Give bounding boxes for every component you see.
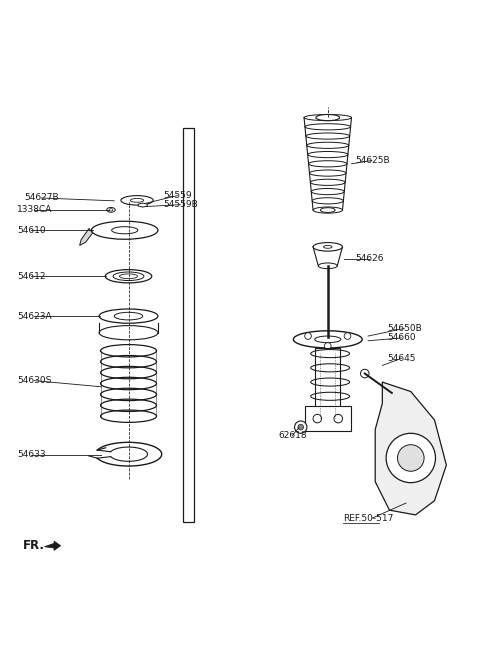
Ellipse shape	[324, 246, 332, 248]
Text: 54626: 54626	[355, 254, 384, 263]
Ellipse shape	[99, 326, 158, 340]
Circle shape	[298, 424, 303, 430]
Ellipse shape	[315, 336, 341, 343]
Polygon shape	[375, 382, 446, 515]
Circle shape	[388, 390, 395, 396]
Circle shape	[324, 343, 331, 349]
Ellipse shape	[105, 270, 152, 283]
Ellipse shape	[121, 196, 153, 205]
Text: FR.: FR.	[23, 539, 45, 552]
Polygon shape	[80, 229, 93, 246]
Ellipse shape	[114, 312, 143, 320]
Circle shape	[313, 415, 322, 423]
Text: 62618: 62618	[278, 431, 307, 440]
Text: 54612: 54612	[17, 272, 46, 281]
Circle shape	[397, 445, 424, 471]
Ellipse shape	[113, 272, 144, 280]
Text: 54559B: 54559B	[163, 200, 198, 209]
Text: 1338CA: 1338CA	[17, 205, 52, 214]
Ellipse shape	[293, 331, 362, 348]
Text: 54650B: 54650B	[387, 324, 422, 333]
Ellipse shape	[112, 227, 138, 234]
Ellipse shape	[99, 309, 158, 323]
Ellipse shape	[109, 209, 113, 211]
Text: 54559: 54559	[163, 191, 192, 200]
Text: 54630S: 54630S	[17, 376, 51, 385]
Polygon shape	[45, 541, 60, 550]
Circle shape	[360, 369, 369, 378]
Text: 54645: 54645	[387, 354, 416, 363]
Ellipse shape	[120, 274, 138, 278]
Ellipse shape	[321, 208, 335, 212]
Circle shape	[305, 333, 312, 339]
Text: 54625B: 54625B	[355, 156, 389, 165]
Text: 54623A: 54623A	[17, 312, 52, 320]
Ellipse shape	[131, 198, 144, 202]
Ellipse shape	[318, 263, 337, 269]
Bar	[183, 128, 193, 522]
Ellipse shape	[107, 208, 115, 212]
Circle shape	[386, 434, 435, 483]
Circle shape	[334, 415, 342, 423]
Text: REF.50-517: REF.50-517	[343, 514, 394, 523]
Bar	[315, 348, 340, 424]
Bar	[305, 406, 350, 432]
Ellipse shape	[313, 242, 342, 251]
Text: 54660: 54660	[387, 333, 416, 343]
Circle shape	[344, 333, 351, 339]
Text: 54627B: 54627B	[24, 193, 59, 202]
Polygon shape	[138, 203, 147, 207]
Text: 54633: 54633	[17, 450, 46, 459]
Ellipse shape	[92, 221, 158, 239]
Ellipse shape	[316, 115, 340, 121]
Circle shape	[295, 421, 307, 434]
Text: 54610: 54610	[17, 226, 46, 234]
